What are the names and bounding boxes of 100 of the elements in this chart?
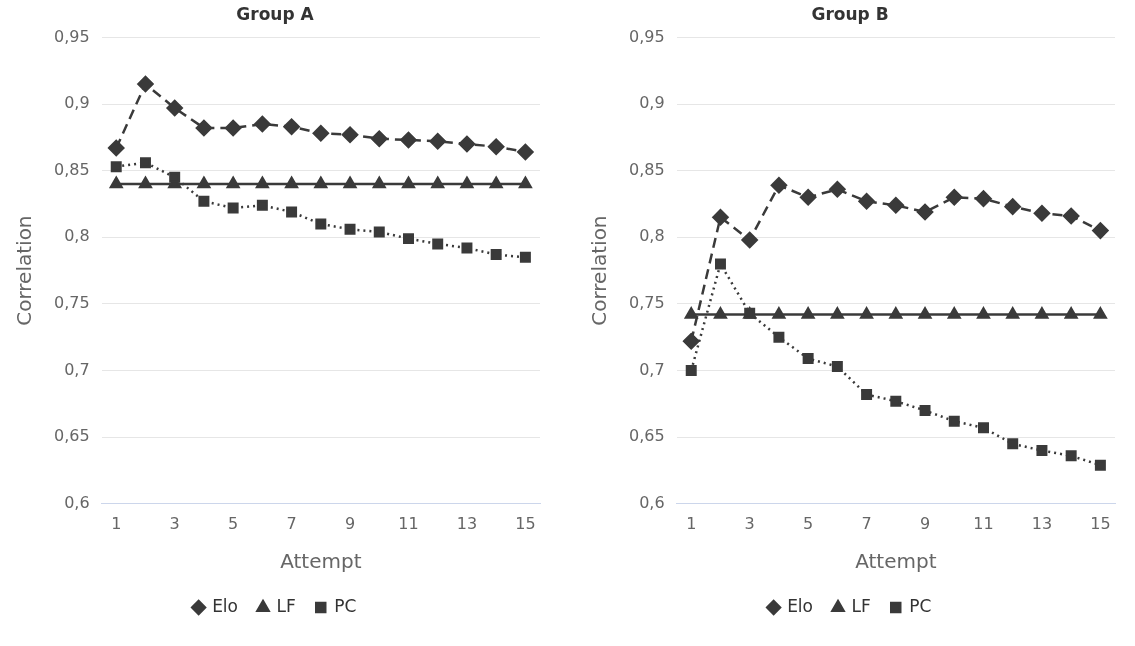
x-tick-label: 1 — [686, 513, 697, 533]
point — [685, 365, 697, 377]
point — [799, 189, 817, 206]
point — [487, 138, 505, 155]
legend-label: Elo — [787, 595, 814, 616]
point — [518, 176, 532, 189]
x-tick-label: 9 — [344, 513, 356, 533]
chart-title: Group B — [811, 3, 889, 24]
y-tick-label: 0,85 — [54, 159, 90, 179]
y-tick-label: 0,75 — [54, 293, 90, 313]
y-axis-title: Correlation — [587, 215, 612, 326]
y-tick-label: 0,95 — [54, 26, 90, 46]
point — [975, 190, 992, 207]
point — [458, 135, 476, 153]
point — [887, 197, 905, 214]
point — [432, 238, 444, 250]
point — [195, 119, 213, 137]
x-axis-title: Attempt — [855, 549, 937, 574]
x-tick-label: 3 — [169, 513, 180, 533]
point — [169, 171, 181, 183]
point — [684, 307, 698, 319]
point — [978, 422, 989, 434]
point — [461, 242, 473, 254]
point — [1064, 307, 1078, 319]
point — [829, 181, 846, 198]
point — [490, 249, 502, 261]
point — [918, 307, 932, 319]
point — [1092, 222, 1109, 239]
y-tick-label: 0,95 — [629, 26, 665, 46]
point — [770, 177, 788, 194]
point — [682, 332, 700, 350]
point — [402, 176, 415, 189]
y-tick-label: 0,8 — [64, 226, 90, 246]
point — [109, 176, 123, 189]
y-axis-title: Correlation — [12, 215, 37, 326]
point — [403, 233, 414, 245]
point — [197, 176, 211, 189]
point — [919, 405, 931, 417]
y-tick-label: 0,6 — [64, 492, 90, 512]
point — [1033, 205, 1051, 222]
x-tick-label: 7 — [861, 513, 872, 533]
y-tick-label: 0,8 — [639, 226, 665, 246]
point — [256, 199, 268, 211]
point — [344, 223, 356, 235]
y-tick-label: 0,7 — [639, 359, 665, 379]
point — [861, 389, 873, 401]
y-tick-label: 0,9 — [64, 93, 90, 113]
point — [224, 119, 242, 137]
point — [517, 143, 534, 161]
point — [254, 115, 271, 133]
x-tick-label: 11 — [398, 513, 419, 533]
point — [137, 75, 154, 93]
point — [830, 307, 844, 319]
point — [314, 176, 328, 189]
point — [1004, 198, 1021, 215]
point — [1093, 307, 1107, 319]
point — [489, 176, 503, 189]
point — [139, 176, 152, 189]
point — [460, 176, 474, 189]
point — [946, 189, 963, 206]
point — [227, 202, 239, 214]
legend-label: LF — [851, 595, 871, 616]
point — [714, 307, 727, 319]
point — [341, 126, 359, 143]
point — [285, 176, 299, 189]
x-tick-label: 15 — [1090, 513, 1111, 533]
point — [712, 209, 729, 226]
point — [373, 226, 385, 238]
x-tick-label: 5 — [228, 513, 239, 533]
x-tick-label: 1 — [111, 513, 122, 533]
point — [371, 130, 388, 147]
point — [916, 203, 934, 221]
point — [1007, 438, 1019, 450]
point — [858, 193, 875, 210]
legend-label: PC — [334, 595, 357, 616]
point — [1035, 307, 1049, 319]
y-tick-label: 0,65 — [54, 426, 90, 446]
y-tick-label: 0,7 — [64, 359, 90, 379]
point — [1036, 445, 1048, 456]
point — [773, 331, 785, 343]
point — [741, 231, 758, 249]
point — [255, 176, 269, 189]
point — [429, 133, 446, 150]
legend-label: Elo — [212, 595, 239, 616]
point — [431, 176, 445, 189]
point — [315, 218, 327, 230]
x-tick-label: 7 — [286, 513, 297, 533]
point — [948, 415, 960, 427]
point — [1062, 207, 1080, 225]
point — [226, 176, 240, 189]
point — [139, 157, 151, 169]
point — [312, 125, 330, 142]
y-tick-label: 0,65 — [629, 426, 665, 446]
point — [860, 307, 874, 319]
point — [947, 307, 961, 319]
x-tick-label: 5 — [803, 513, 814, 533]
point — [286, 206, 298, 218]
point — [1094, 459, 1106, 471]
point — [801, 307, 815, 319]
point — [372, 176, 386, 189]
